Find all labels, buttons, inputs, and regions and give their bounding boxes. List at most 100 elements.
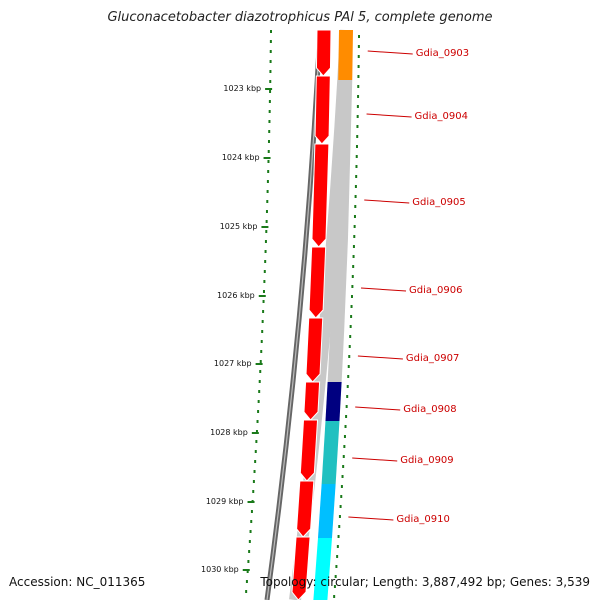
gc-dot-left (256, 420, 259, 423)
gene-leader-line (360, 287, 407, 292)
gene-label: Gdia_0909 (400, 455, 453, 466)
gene-label: Gdia_0903 (416, 48, 469, 59)
kbp-tick (251, 432, 259, 434)
gc-dot-left (268, 110, 271, 113)
gc-dot-right (357, 75, 360, 78)
reverse-gene-arrow (296, 480, 315, 538)
gc-dot-left (245, 580, 248, 583)
kbp-tick-label: 1029 kbp (206, 497, 244, 506)
gc-dot-left (260, 350, 263, 353)
reverse-gene-arrow (315, 29, 332, 77)
gc-dot-left (262, 290, 265, 293)
gc-dot-left (258, 390, 261, 393)
gc-dot-left (249, 530, 252, 533)
gc-dot-right (346, 395, 349, 398)
gc-dot-left (250, 510, 253, 513)
gc-dot-right (355, 175, 358, 178)
gc-dot-right (347, 365, 350, 368)
gc-dot-right (338, 525, 341, 528)
gene-label: Gdia_0904 (415, 111, 468, 122)
forward-strand-genes (313, 30, 353, 600)
forward-gene-block (330, 240, 348, 330)
gc-dot-left (245, 590, 248, 593)
gc-dot-right (344, 425, 347, 428)
gc-dot-left (262, 310, 265, 313)
gc-dot-right (333, 595, 336, 598)
gc-dot-right (334, 575, 337, 578)
gc-dot-left (261, 330, 264, 333)
gc-dot-right (345, 415, 348, 418)
reverse-gene-arrow (305, 317, 324, 383)
gc-dot-right (358, 35, 360, 38)
gc-dot-left (265, 220, 268, 223)
gc-dot-right (356, 105, 359, 108)
gc-dot-left (255, 440, 258, 443)
forward-gene-block (321, 421, 340, 484)
gc-dot-left (262, 300, 265, 303)
gc-dot-left (266, 190, 269, 193)
reverse-gene-arrow (303, 381, 321, 421)
gene-label: Gdia_0910 (396, 514, 449, 525)
gc-dot-left (247, 560, 250, 563)
kbp-tick (242, 569, 250, 571)
gc-dot-left (263, 280, 266, 283)
gc-dot-left (260, 340, 263, 343)
gc-dot-right (342, 465, 345, 468)
gc-dot-left (269, 80, 272, 83)
kbp-tick-label: 1025 kbp (220, 222, 258, 231)
gc-dot-right (343, 445, 346, 448)
gc-dot-left (259, 360, 262, 363)
gc-dot-right (342, 455, 345, 458)
kbp-tick (265, 88, 273, 90)
gc-dot-right (357, 85, 360, 88)
kbp-tick-label: 1026 kbp (217, 291, 255, 300)
gc-dot-left (264, 240, 267, 243)
gc-dot-right (356, 135, 359, 138)
kbp-tick (255, 363, 263, 365)
gc-dot-left (267, 150, 270, 153)
kbp-tick-label: 1028 kbp (210, 428, 248, 437)
kbp-tick (247, 501, 255, 503)
gc-dot-left (246, 570, 249, 573)
gc-dot-left (258, 380, 261, 383)
kbp-tick-label: 1024 kbp (222, 153, 260, 162)
gc-dot-right (351, 275, 354, 278)
scale-tick-labels: 1023 kbp 1024 kbp 1025 kbp 1026 kbp 1027 kbp… (201, 84, 261, 574)
gc-dot-left (252, 480, 255, 483)
kbp-tick-label: 1023 kbp (223, 84, 261, 93)
gc-dot-left (266, 200, 269, 203)
gc-dot-left (270, 30, 272, 33)
gc-dot-right (355, 155, 358, 158)
gc-dot-left (268, 100, 271, 103)
gene-leader-line (364, 199, 410, 204)
gc-dot-right (353, 235, 356, 238)
kbp-tick (261, 226, 269, 228)
gc-dot-left (267, 170, 270, 173)
accession-label: Accession: NC_011365 (9, 575, 146, 589)
kbp-tick (258, 295, 266, 297)
gc-dot-left (267, 140, 270, 143)
gc-dot-right (345, 405, 348, 408)
gene-leader-line (348, 516, 394, 521)
gc-dot-right (357, 65, 360, 68)
gc-dot-left (257, 400, 260, 403)
gc-dot-left (257, 410, 260, 413)
map-title: Gluconacetobacter diazotrophicus PAl 5, … (107, 10, 493, 25)
reverse-gene-arrow (311, 143, 330, 248)
gc-dot-right (333, 585, 336, 588)
gc-dot-left (254, 450, 257, 453)
reverse-gene-arrow (308, 246, 327, 319)
scale-ticks (242, 88, 273, 571)
gene-leader-line (366, 113, 412, 118)
gc-dot-left (252, 490, 255, 493)
gc-dot-right (353, 215, 356, 218)
gene-label: Gdia_0905 (412, 197, 465, 208)
gc-dot-left (268, 120, 271, 123)
kbp-tick-label: 1030 kbp (201, 565, 239, 574)
gc-dot-left (264, 260, 267, 263)
genome-info-label: Topology: circular; Length: 3,887,492 bp… (260, 575, 590, 589)
gc-dot-right (343, 435, 346, 438)
gc-dot-left (263, 270, 266, 273)
gc-dot-left (255, 430, 258, 433)
